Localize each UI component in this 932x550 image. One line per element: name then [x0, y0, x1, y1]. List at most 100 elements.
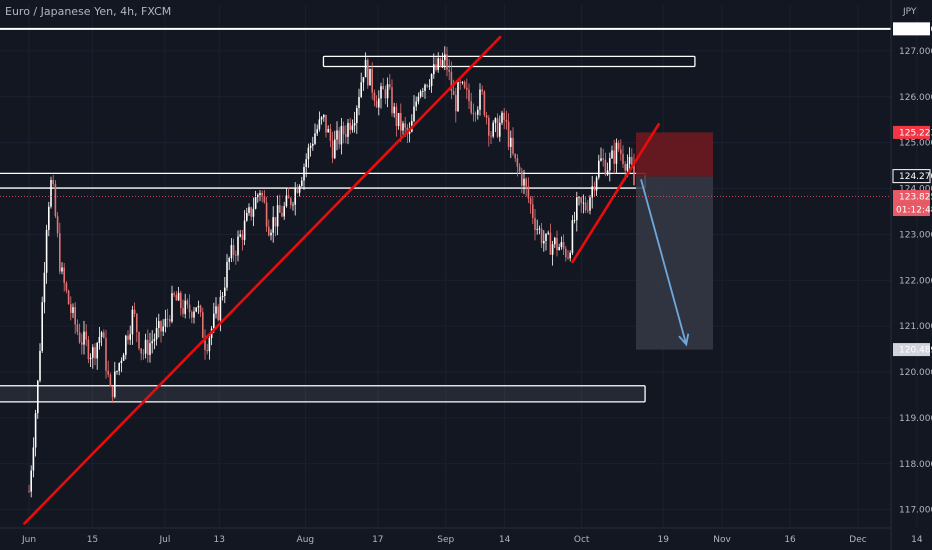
level-price-badge — [892, 169, 931, 184]
candle-body — [569, 252, 571, 259]
candle-body — [567, 257, 569, 259]
candle-body — [490, 135, 492, 137]
short-position-tool[interactable] — [636, 132, 714, 350]
candle-body — [314, 133, 316, 144]
candle-body — [452, 90, 455, 96]
candle-body — [30, 470, 32, 492]
candle-body — [340, 125, 343, 145]
candle-body — [582, 202, 585, 204]
candle-body — [294, 188, 296, 205]
candle-body — [195, 307, 197, 312]
candle-body — [276, 205, 279, 227]
candle-body — [272, 217, 274, 233]
candle-body — [171, 293, 173, 322]
time-tick-label: Nov — [713, 535, 731, 545]
price-tick-label: 118.000 — [899, 460, 932, 470]
candle-body — [499, 122, 501, 137]
candle-body — [516, 158, 519, 167]
candle-body — [250, 207, 252, 217]
price-tick-label: 121.000 — [899, 322, 932, 332]
candle-body — [584, 202, 587, 211]
price-axis[interactable]: 117.000 118.000 119.000 120.000 121.000 122.0… — [899, 47, 932, 516]
candle-body — [215, 306, 217, 314]
price-tick-label: 120.000 — [899, 368, 932, 378]
candle-body — [285, 195, 288, 207]
candle-body — [197, 305, 200, 308]
current-price-badge-text: 123.825 — [899, 193, 932, 203]
candle-body — [268, 226, 270, 236]
candle-body — [587, 210, 589, 212]
candle-body — [562, 242, 565, 249]
candle-body — [338, 130, 340, 145]
candle-body — [307, 147, 310, 160]
candle-body — [105, 338, 107, 371]
candle-body — [133, 309, 136, 314]
candle-body — [488, 117, 490, 136]
stop-loss-zone[interactable] — [636, 132, 714, 177]
top-level-badge-text: 127.480 — [899, 25, 932, 35]
countdown-badge — [893, 203, 930, 217]
currency-label: JPY — [902, 7, 917, 17]
candle-body — [279, 205, 281, 213]
candle-body — [281, 212, 283, 217]
candle-body — [320, 117, 323, 120]
drawings-layer[interactable] — [0, 35, 891, 525]
candle-body — [177, 292, 180, 301]
candle-body — [362, 77, 365, 83]
candle-body — [404, 123, 406, 128]
support-resistance-zone[interactable] — [322, 55, 696, 68]
candle-body — [604, 159, 607, 175]
candle-body — [61, 267, 63, 272]
projection-arrow-head[interactable] — [678, 333, 690, 347]
projection-arrow[interactable] — [640, 179, 688, 345]
candle-body — [450, 71, 453, 91]
trendline[interactable] — [571, 122, 660, 264]
candle-body — [32, 447, 35, 471]
candle-body — [518, 166, 521, 172]
candle-body — [620, 149, 622, 154]
candle-body — [481, 89, 483, 92]
candle-body — [441, 60, 444, 66]
candle-body — [470, 101, 472, 113]
candle-body — [505, 119, 508, 122]
target-price-badge — [893, 343, 930, 357]
candle-body — [248, 207, 250, 213]
candle-body — [468, 89, 470, 102]
trendline[interactable] — [23, 35, 502, 525]
support-resistance-zone[interactable] — [0, 385, 646, 403]
candle-body — [576, 197, 578, 221]
candle-body — [186, 300, 189, 305]
candle-body — [221, 296, 224, 297]
candles-layer — [28, 46, 635, 498]
candle-body — [199, 305, 202, 313]
candle-body — [538, 228, 541, 230]
candle-body — [474, 113, 477, 115]
candle-body — [149, 343, 151, 355]
candle-body — [554, 237, 556, 245]
time-tick-label: 14 — [499, 535, 511, 545]
candle-body — [483, 91, 486, 116]
candle-body — [147, 339, 149, 355]
candle-body — [448, 69, 450, 72]
candle-body — [43, 272, 46, 303]
candle-body — [270, 232, 272, 236]
candle-body — [558, 247, 560, 251]
candle-body — [290, 198, 292, 205]
candle-body — [41, 302, 43, 351]
candle-body — [422, 90, 424, 92]
candle-body — [360, 82, 362, 98]
candle-body — [336, 130, 338, 140]
candle-body — [595, 177, 598, 191]
candle-body — [402, 123, 404, 131]
time-tick-label: Oct — [574, 535, 590, 545]
candle-body — [556, 237, 558, 251]
candle-body — [600, 158, 602, 161]
time-axis[interactable]: Jun 15 Jul 13 Aug 17 Sep 14 Oct 19 Nov 16 Dec 14 — [21, 535, 923, 545]
stop-price-badge-text: 125.223 — [899, 128, 932, 138]
candle-body — [547, 232, 549, 234]
candle-body — [382, 86, 384, 90]
candle-body — [292, 204, 294, 206]
candle-body — [193, 311, 195, 318]
candle-body — [523, 178, 525, 186]
